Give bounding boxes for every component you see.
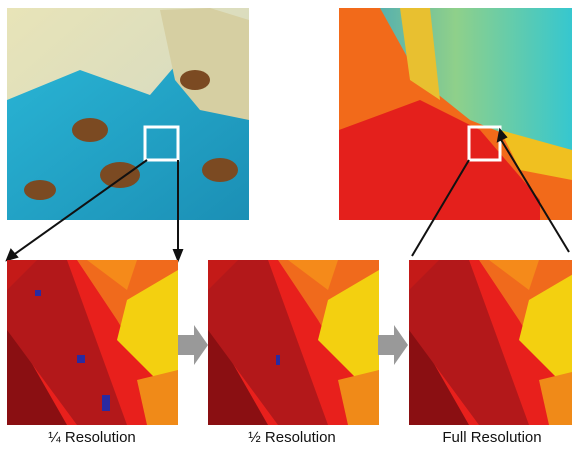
caption: ½ Resolution bbox=[248, 429, 336, 446]
photo bbox=[7, 8, 249, 220]
figure: ¼ Resolution ½ Resolution Full Resolutio… bbox=[0, 0, 572, 449]
caption: ¼ Resolution bbox=[48, 429, 136, 446]
panel-full bbox=[409, 260, 572, 425]
arrow bbox=[378, 325, 408, 365]
depth-map bbox=[339, 8, 572, 220]
panel-half bbox=[208, 260, 379, 425]
panel-quarter bbox=[7, 260, 178, 425]
arrow bbox=[178, 325, 208, 365]
caption: Full Resolution bbox=[442, 429, 541, 446]
